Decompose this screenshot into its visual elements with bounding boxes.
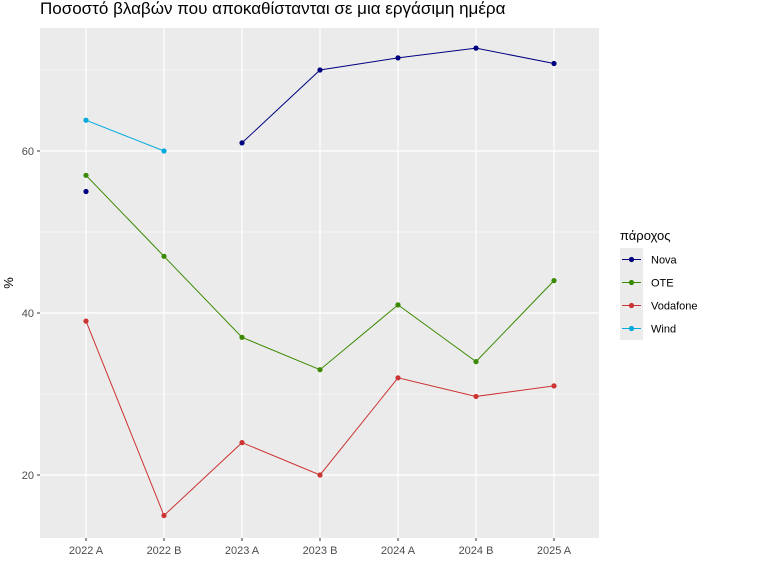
legend-label-vodafone: Vodafone (651, 301, 698, 313)
x-tick-label: 2023 B (303, 545, 338, 557)
data-point-nova (473, 45, 479, 51)
series-line-wind (85, 119, 165, 152)
data-point-ote (317, 367, 323, 373)
series-layer (83, 45, 557, 519)
series-vodafone (83, 318, 557, 519)
x-axis: 2022 A 2022 B 2023 A 2023 B 2024 A 2024 B 2025… (69, 538, 572, 557)
data-point-ote (395, 302, 401, 308)
data-point-vodafone (239, 440, 245, 446)
y-axis-title: % (1, 277, 16, 289)
data-point-nova (395, 55, 401, 61)
y-axis: 20 40 60 (22, 146, 40, 482)
data-point-vodafone (395, 375, 401, 381)
legend: πάροχος Nova OTE Vodafone Wind (620, 228, 698, 340)
y-tick-label: 60 (22, 146, 34, 158)
data-point-vodafone (161, 512, 167, 519)
major-gridlines (40, 28, 599, 538)
x-tick-label: 2025 A (537, 545, 572, 557)
data-point-ote (551, 278, 557, 284)
data-point-vodafone (83, 318, 89, 324)
data-point-nova (239, 140, 245, 146)
data-point-nova (83, 188, 89, 195)
series-wind (83, 117, 167, 154)
legend-key-point-ote (628, 279, 635, 286)
data-point-vodafone (317, 472, 323, 478)
x-tick-label: 2024 B (459, 545, 494, 557)
y-tick-label: 40 (22, 308, 34, 320)
series-ote (83, 172, 557, 373)
chart-title: Ποσοστό βλαβών που αποκαθίστανται σε μια… (40, 0, 506, 18)
data-point-ote (473, 359, 479, 365)
x-tick-label: 2023 A (225, 545, 260, 557)
legend-title: πάροχος (620, 228, 671, 243)
data-point-vodafone (473, 393, 479, 400)
data-point-vodafone (551, 383, 557, 389)
x-tick-label: 2022 A (69, 545, 104, 557)
data-point-ote (83, 172, 89, 178)
legend-key-point-nova (628, 256, 635, 263)
data-point-nova (317, 67, 323, 73)
legend-key-point-wind (628, 325, 635, 332)
x-tick-label: 2022 B (147, 545, 182, 557)
data-point-wind (161, 148, 167, 154)
data-point-ote (161, 253, 167, 259)
series-nova (83, 45, 557, 195)
legend-label-ote: OTE (651, 278, 674, 290)
y-tick-label: 20 (22, 470, 34, 482)
legend-label-nova: Nova (651, 255, 678, 267)
legend-key-point-vodafone (628, 302, 635, 309)
data-point-wind (83, 117, 89, 123)
data-point-ote (239, 334, 245, 340)
data-point-nova (551, 60, 557, 67)
legend-label-wind: Wind (651, 324, 676, 336)
x-tick-label: 2024 A (381, 545, 416, 557)
